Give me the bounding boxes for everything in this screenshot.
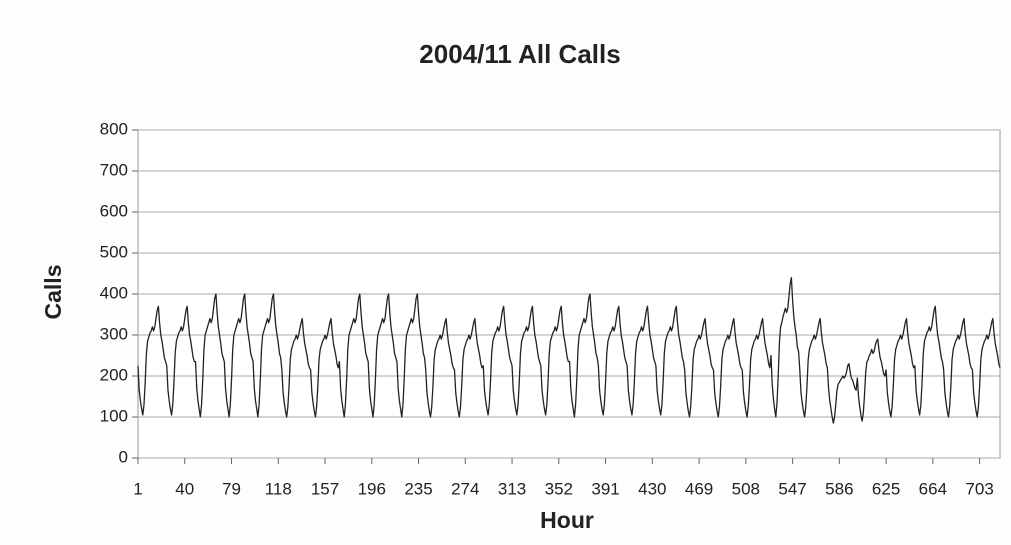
x-tick-label: 40	[175, 479, 194, 498]
y-tick-label: 200	[100, 365, 128, 384]
x-tick-label: 196	[358, 479, 386, 498]
x-tick-label: 118	[265, 479, 292, 498]
x-tick-label: 391	[591, 479, 619, 498]
y-tick-label: 800	[100, 119, 128, 138]
x-tick-label: 586	[825, 479, 853, 498]
x-tick-label: 508	[732, 479, 760, 498]
y-tick-label: 600	[100, 201, 128, 220]
x-tick-label: 547	[778, 479, 806, 498]
x-tick-label: 703	[965, 479, 993, 498]
x-tick-label: 157	[311, 479, 339, 498]
x-axis-label: Hour	[540, 507, 594, 533]
x-tick-label: 235	[404, 479, 432, 498]
x-tick-label: 625	[872, 479, 900, 498]
y-tick-label: 700	[100, 160, 128, 179]
x-tick-label: 430	[638, 479, 666, 498]
y-tick-label: 400	[100, 283, 128, 302]
y-tick-label: 0	[119, 447, 128, 466]
y-axis-label: Calls	[40, 265, 66, 320]
x-tick-label: 1	[133, 479, 142, 498]
y-tick-label: 100	[100, 406, 128, 425]
x-tick-label: 274	[451, 479, 479, 498]
x-tick-label: 469	[685, 479, 713, 498]
y-tick-label: 300	[100, 324, 128, 343]
x-tick-label: 352	[545, 479, 573, 498]
data-line	[137, 276, 1001, 424]
chart-title: 2004/11 All Calls	[419, 39, 620, 69]
y-tick-label: 500	[100, 242, 128, 261]
x-tick-label: 664	[919, 479, 947, 498]
x-tick-label: 313	[498, 479, 526, 498]
x-tick-label: 79	[222, 479, 241, 498]
